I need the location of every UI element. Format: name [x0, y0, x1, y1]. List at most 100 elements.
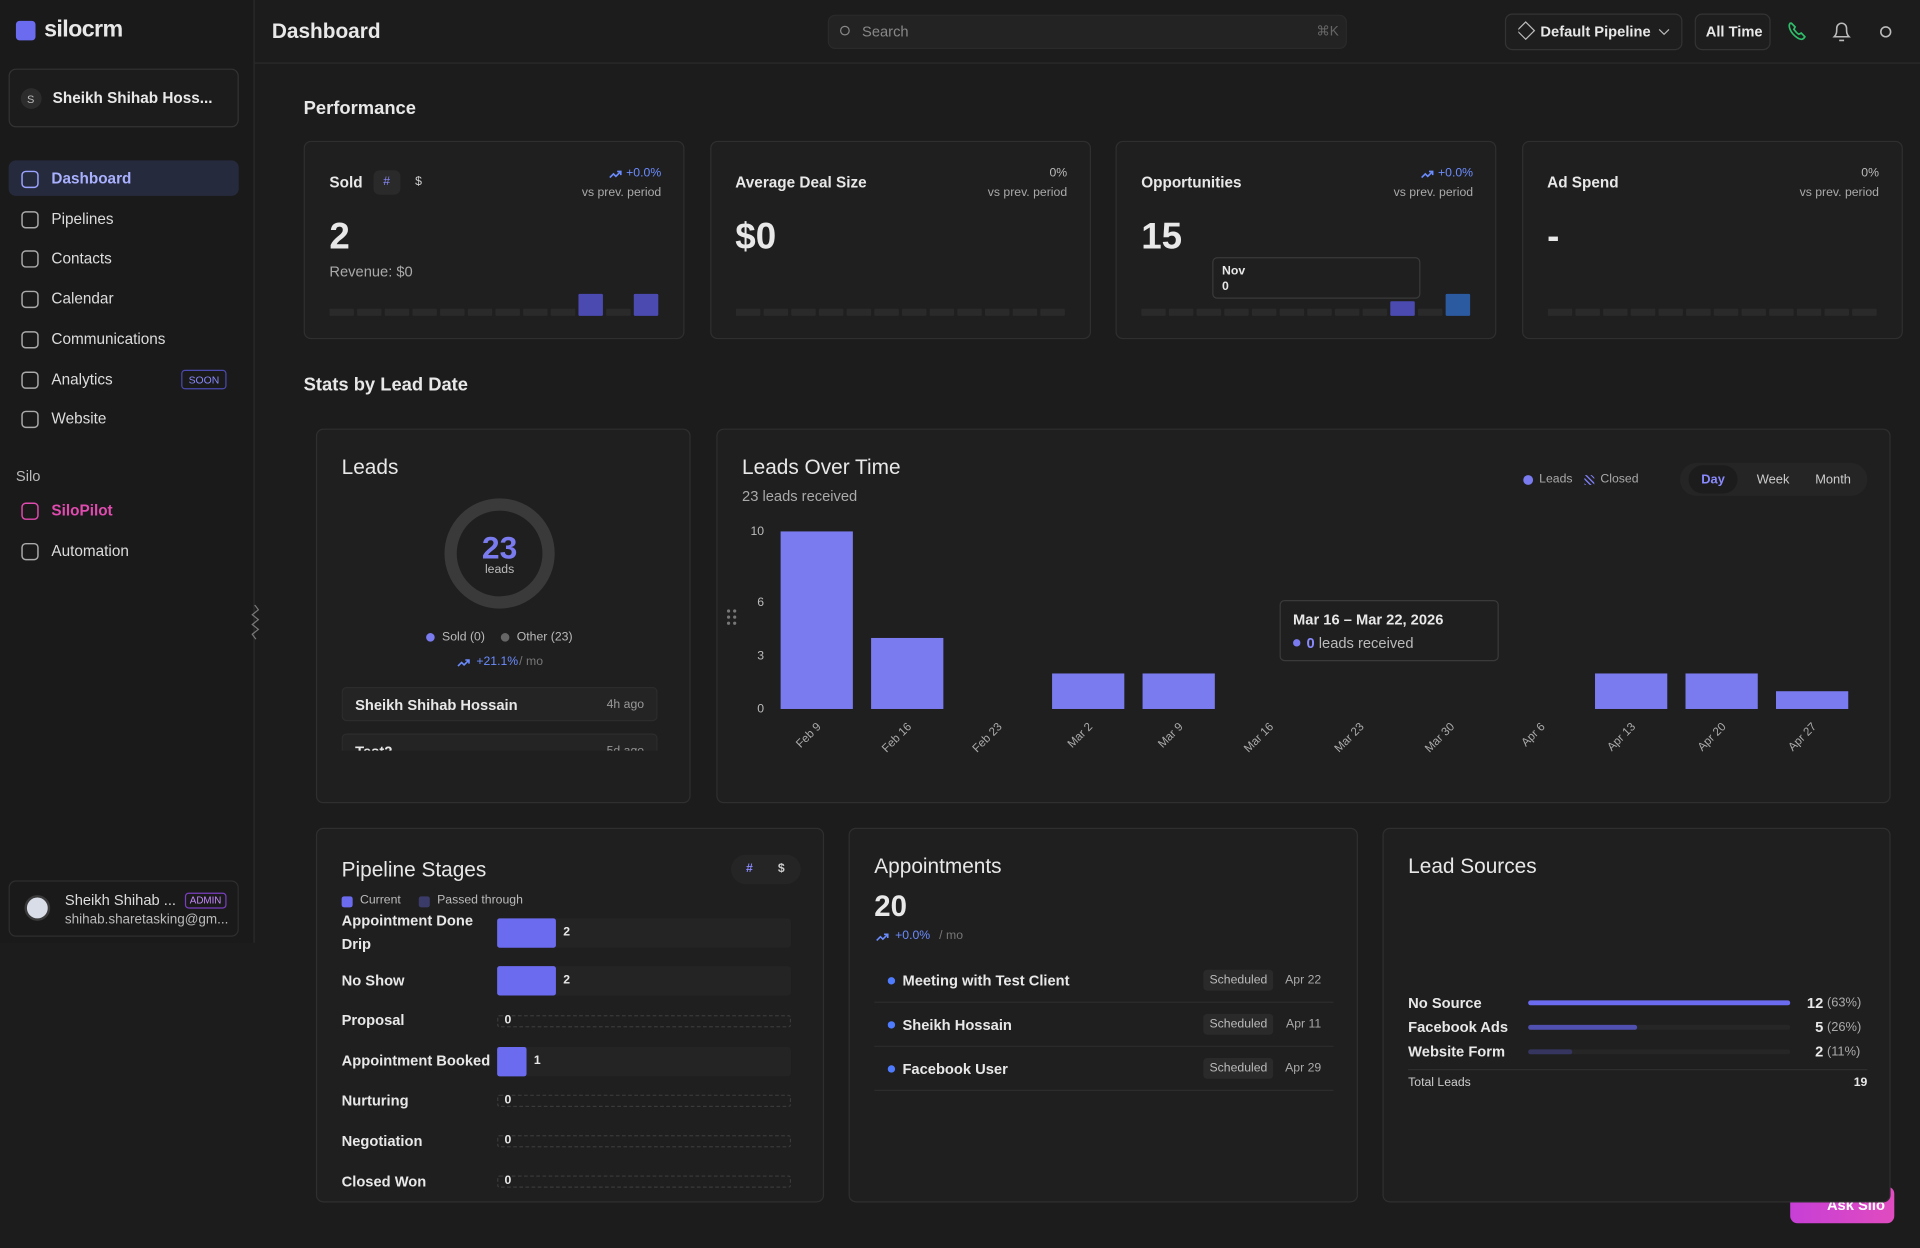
search-shortcut: ⌘K [1316, 24, 1339, 40]
spark-bar [1547, 308, 1572, 316]
source-share: (11%) [1826, 1044, 1861, 1060]
icon-shape [21, 290, 39, 309]
spark-bar [956, 308, 982, 316]
nav-item[interactable]: Pipelines [51, 210, 114, 228]
nav-item[interactable]: Contacts [51, 250, 112, 268]
nav-item[interactable]: Website [51, 410, 107, 428]
stage-bar [497, 918, 556, 948]
tab[interactable]: Month [1815, 472, 1851, 488]
spark-bar [1740, 308, 1766, 316]
x-tick-label: Mar 30 [1422, 720, 1457, 755]
spark-bar [1390, 301, 1415, 316]
stage-track [497, 1175, 792, 1188]
recent-item[interactable]: Test2 5d ago [341, 733, 658, 751]
legend-label: Current [360, 893, 401, 908]
phone-icon[interactable] [1788, 22, 1806, 41]
spark-bar [1224, 308, 1249, 316]
status-dot [887, 977, 896, 985]
account-initial: S [26, 93, 35, 106]
user-card[interactable] [8, 880, 239, 937]
appointment-row[interactable]: Sheikh Hossain Scheduled Apr 11 [874, 1005, 1334, 1047]
total-value: 19 [1853, 1076, 1868, 1090]
nav-item[interactable]: Communications [51, 330, 166, 348]
source-count: 2 [1815, 1043, 1824, 1061]
user-name: Sheikh Shihab ... [64, 891, 177, 909]
kpi-sub: Revenue: $0 [329, 263, 413, 281]
appointment-status: Scheduled [1203, 1013, 1274, 1035]
legend-swatch [418, 896, 430, 908]
account-select[interactable] [8, 68, 239, 128]
pipeline-select[interactable] [1504, 13, 1683, 51]
trend-arrow [876, 933, 889, 941]
spark-bar [873, 308, 899, 316]
appointment-row[interactable]: Facebook User Scheduled Apr 29 [874, 1049, 1334, 1092]
stage-track [497, 1135, 792, 1148]
tab-active-bg[interactable] [1688, 465, 1738, 494]
nav-item[interactable]: Automation [51, 542, 129, 560]
nav-icon [21, 170, 39, 189]
appointments-card: Appointments 20 +0.0% / mo Meeting with Test… [848, 827, 1358, 1203]
status-dot [887, 1065, 896, 1073]
appointment-date: Apr 29 [1285, 1061, 1322, 1076]
lead-bar [1142, 673, 1215, 709]
sparkline [735, 308, 1065, 316]
nav-item[interactable]: SiloPilot [51, 502, 113, 520]
pipeline-label: Default Pipeline [1540, 23, 1651, 41]
appointment-row[interactable]: Meeting with Test Client Scheduled Apr 22 [874, 961, 1334, 1003]
legend-label: Other (23) [516, 630, 573, 645]
chart-subtitle: 23 leads received [742, 487, 858, 505]
spark-bar [1685, 308, 1711, 316]
trend-icon [1421, 170, 1434, 179]
recent-item[interactable]: Sheikh Shihab Hossain 4h ago [341, 686, 658, 722]
spark-bar [1141, 308, 1166, 316]
user-avatar [24, 895, 51, 921]
bell-icon[interactable] [1832, 22, 1851, 42]
range-select[interactable] [1694, 13, 1771, 51]
chevron [1658, 28, 1670, 36]
total-label: Total Leads [1408, 1076, 1471, 1090]
card-title: Lead Sources [1408, 854, 1537, 878]
tab[interactable]: Week [1756, 472, 1790, 488]
donut [444, 498, 555, 609]
nav-icon [21, 542, 39, 561]
kpi-label: Average Deal Size [735, 173, 867, 192]
spark-bar [929, 308, 954, 316]
tooltip-title: Mar 16 – Mar 22, 2026 [1293, 611, 1444, 629]
x-tick-label: Feb 23 [970, 720, 1005, 755]
kpi-value: 2 [329, 216, 350, 258]
kpi-change: 0% [1049, 166, 1068, 181]
appointments-change: +0.0% [895, 929, 931, 943]
lead-bar [780, 531, 853, 709]
spark-bar [1713, 308, 1738, 316]
spark-bar [633, 293, 659, 316]
appointment-title: Sheikh Hossain [902, 1016, 1012, 1034]
kpi-card: Opportunities +0.0% vs prev. period 15 Nov 0 [1115, 140, 1497, 340]
search-box[interactable] [827, 14, 1347, 49]
toggle[interactable] [373, 170, 401, 195]
nav-item[interactable]: Analytics [51, 370, 113, 388]
source-bar [1528, 1000, 1791, 1006]
spark-bar [790, 308, 816, 316]
recent-time: 4h ago [606, 697, 645, 712]
nav-item[interactable]: Dashboard [51, 170, 132, 188]
drag-dot [733, 609, 737, 613]
spark-bar [1574, 308, 1600, 316]
section-heading: Stats by Lead Date [303, 374, 469, 396]
toggle-label[interactable]: # [745, 862, 753, 876]
spark-bar [1657, 308, 1683, 316]
handle-zigzag [251, 604, 260, 640]
kpi-value: $0 [735, 216, 777, 258]
spark-bar [1630, 308, 1655, 316]
legend-label: Passed through [437, 893, 523, 908]
toggle-label[interactable]: $ [777, 862, 785, 876]
appointment-status: Scheduled [1203, 969, 1274, 991]
recent-time: 5d ago [607, 742, 644, 750]
source-name: Facebook Ads [1408, 1018, 1509, 1036]
recent-name: Test2 [355, 742, 392, 750]
x-tick-label: Mar 2 [1065, 720, 1095, 750]
stage-track [497, 1046, 792, 1076]
leads-period: / mo [519, 655, 544, 669]
tab[interactable]: Day [1701, 472, 1725, 488]
nav-item[interactable]: Calendar [51, 290, 114, 308]
theme-icon[interactable] [1880, 26, 1892, 38]
